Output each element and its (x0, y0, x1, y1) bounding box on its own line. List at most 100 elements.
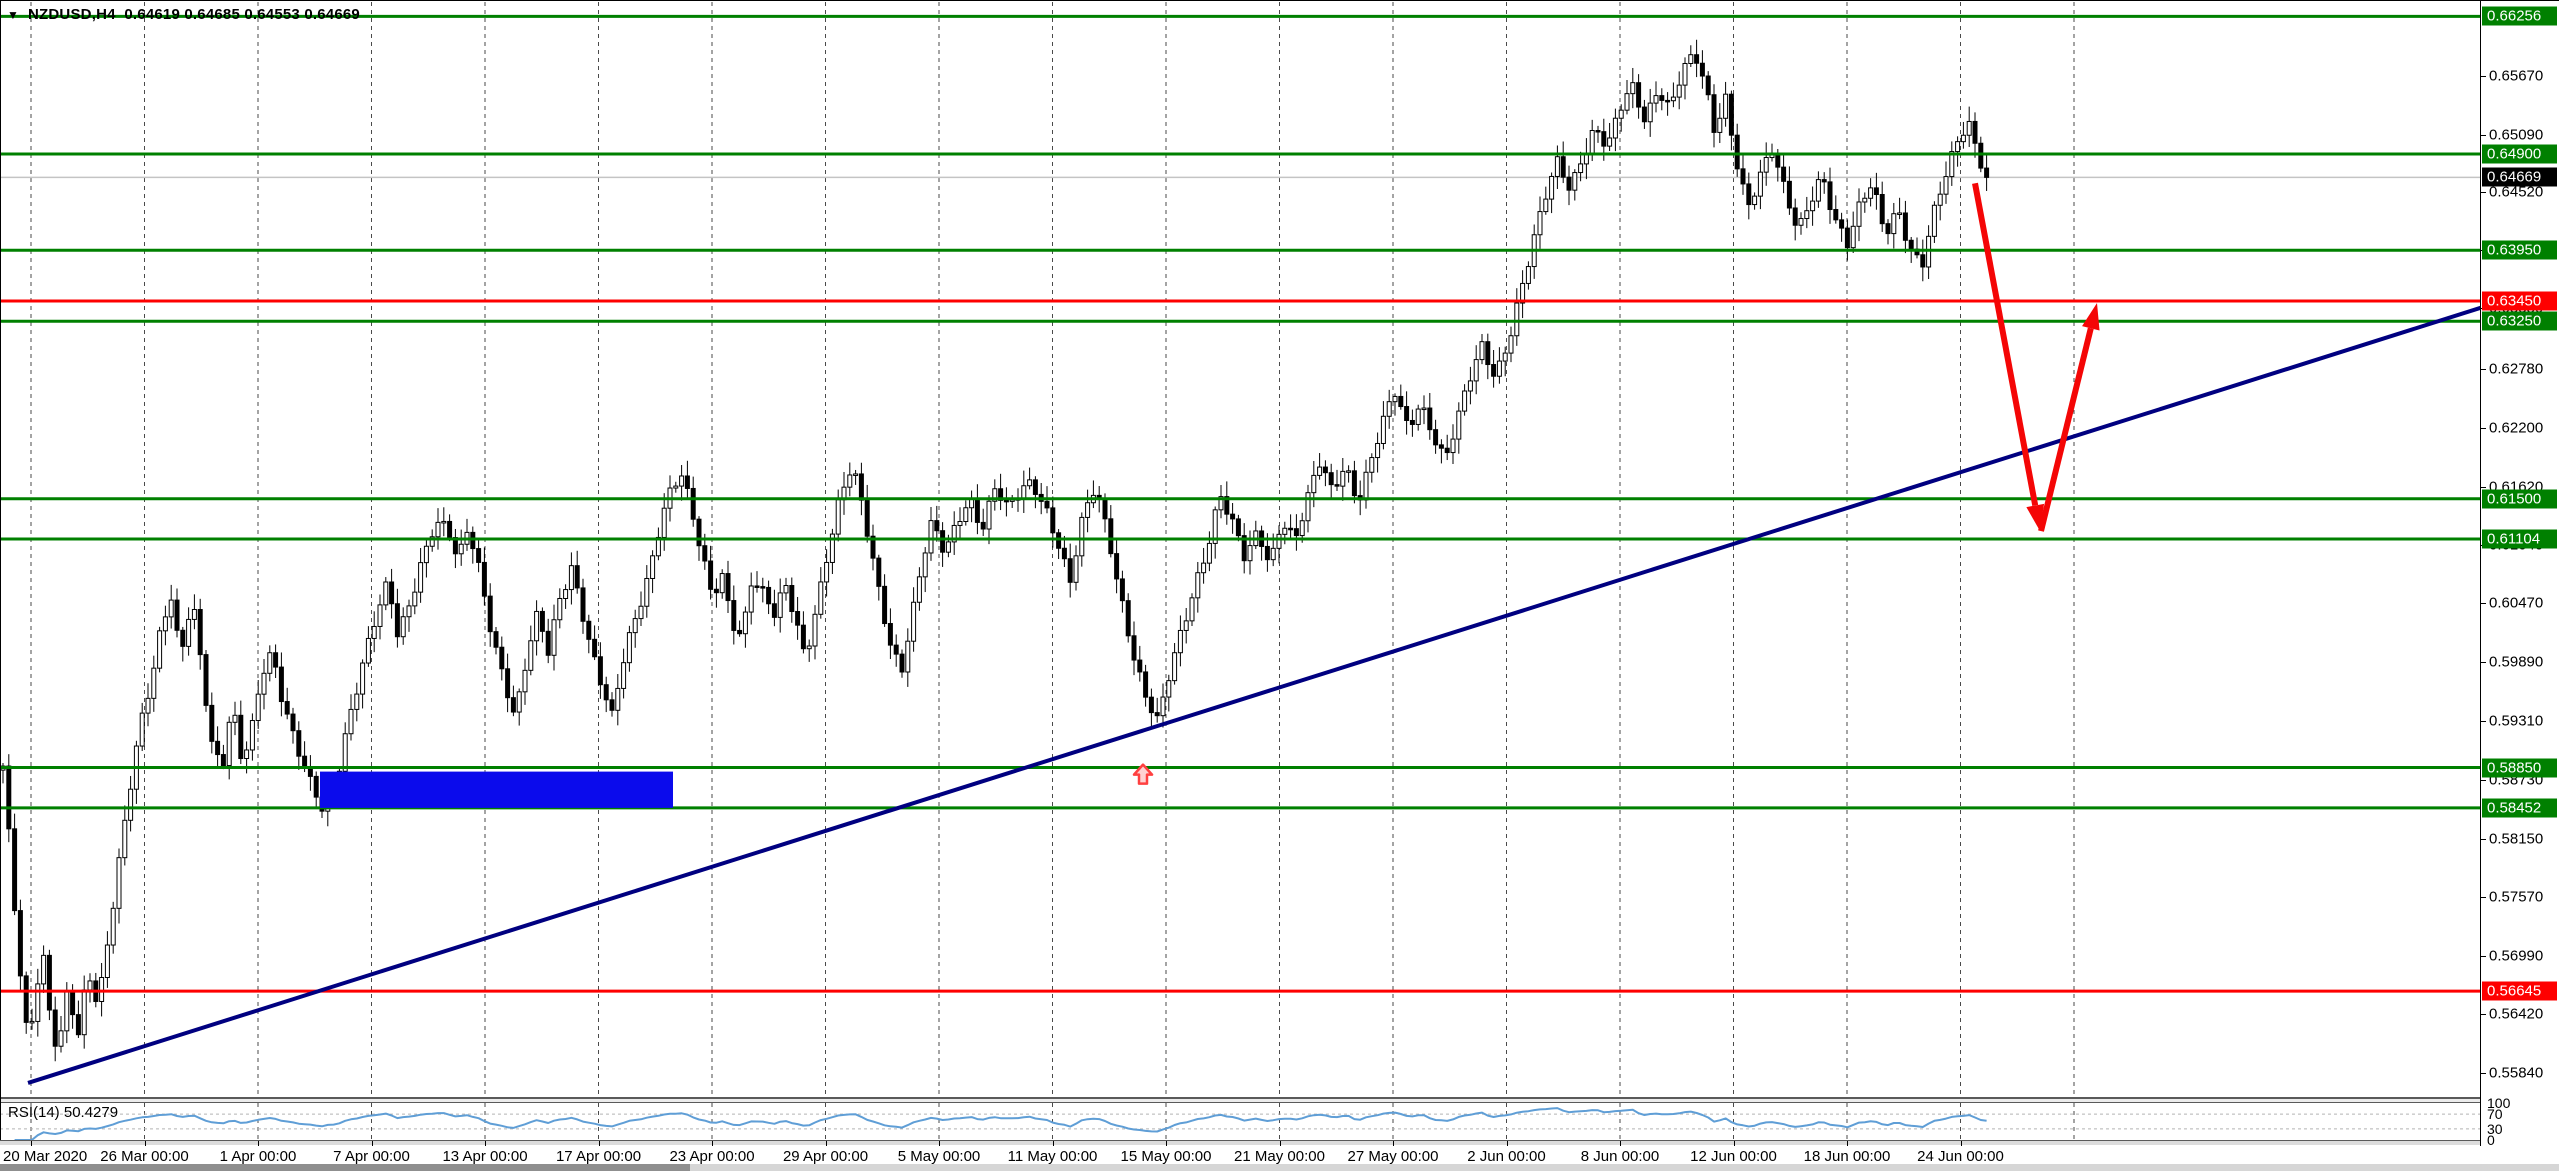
time-tick (1166, 1141, 1167, 1146)
time-label: 12 Jun 00:00 (1690, 1148, 1777, 1165)
price-tick (2480, 486, 2486, 488)
time-tick (712, 1141, 713, 1146)
time-label: 8 Jun 00:00 (1580, 1148, 1660, 1165)
time-label: 5 May 00:00 (897, 1148, 981, 1165)
time-label: 23 Apr 00:00 (669, 1148, 755, 1165)
axis-separator-line (0, 1140, 2559, 1141)
price-axis[interactable]: 0.656700.650900.645200.639500.633800.627… (2480, 0, 2559, 1146)
time-label: 29 Apr 00:00 (782, 1148, 869, 1165)
candlesticks (0, 39, 1990, 1062)
level-price-badge: 0.56645 (2482, 981, 2557, 1001)
price-tick (2480, 368, 2486, 370)
horizontal-scrollbar-thumb[interactable] (0, 1164, 690, 1171)
chart-border-top (0, 0, 2559, 1)
chart-canvas[interactable] (0, 0, 2480, 1146)
up-arrow-marker-icon (1132, 763, 1154, 785)
price-label: 0.55840 (2489, 1064, 2544, 1082)
price-label: 0.58150 (2489, 830, 2544, 848)
time-tick (598, 1141, 600, 1146)
time-tick (1052, 1141, 1054, 1146)
time-tick (371, 1141, 373, 1146)
price-tick (2480, 134, 2486, 136)
time-tick (1733, 1141, 1735, 1146)
level-price-badge: 0.61104 (2482, 529, 2557, 549)
rsi-line (14, 1107, 1987, 1141)
price-label: 0.62780 (2489, 360, 2544, 378)
level-price-badge: 0.63250 (2482, 311, 2557, 331)
time-tick (1620, 1141, 1621, 1146)
price-label: 0.56990 (2489, 947, 2544, 965)
time-label: 7 Apr 00:00 (333, 1148, 410, 1165)
rsi-scale-label: 30 (2487, 1120, 2503, 1137)
price-label: 0.65090 (2489, 126, 2544, 144)
pane-separator[interactable] (0, 1097, 2559, 1099)
chart-title-ohlc: NZDUSD,H4 0.64619 0.64685 0.64553 0.6466… (28, 6, 360, 23)
time-tick (1847, 1141, 1848, 1146)
level-price-badge: 0.63950 (2482, 240, 2557, 260)
time-tick (258, 1141, 259, 1146)
price-tick (2480, 779, 2486, 781)
pane-separator-groove (0, 1099, 2559, 1102)
price-label: 0.57570 (2489, 888, 2544, 906)
price-tick (2480, 603, 2486, 605)
level-price-badge: 0.58452 (2482, 798, 2557, 818)
price-label: 0.59890 (2489, 653, 2544, 671)
supply-zone-rectangle (320, 771, 673, 808)
horizontal-scrollbar-track (0, 1164, 2559, 1171)
current-price-badge: 0.64669 (2482, 167, 2557, 187)
price-label: 0.64520 (2489, 183, 2544, 201)
time-tick (1960, 1141, 1962, 1146)
price-tick (2480, 192, 2486, 194)
price-tick (2480, 427, 2486, 429)
time-label: 2 Jun 00:00 (1467, 1148, 1546, 1165)
price-label: 0.60470 (2489, 594, 2544, 612)
time-tick (939, 1141, 940, 1146)
price-label: 0.62200 (2489, 419, 2544, 437)
level-price-badge: 0.61500 (2482, 489, 2557, 509)
time-label: 13 Apr 00:00 (442, 1148, 528, 1165)
symbol-dropdown-marker-icon: ▼ (7, 8, 19, 22)
level-price-badge: 0.66256 (2482, 6, 2557, 26)
rsi-scale-label: 100 (2487, 1095, 2511, 1111)
time-label: 11 May 00:00 (1007, 1148, 1098, 1165)
price-label: 0.65670 (2489, 67, 2544, 85)
pane-separator-line (0, 1102, 2559, 1103)
time-label: 27 May 00:00 (1347, 1148, 1439, 1165)
price-tick (2480, 956, 2486, 958)
price-label: 0.59310 (2489, 712, 2544, 730)
horizontal-levels (0, 14, 2480, 993)
price-tick (2480, 897, 2486, 899)
time-tick (31, 1141, 32, 1146)
time-tick (144, 1141, 146, 1146)
price-axis-border (2480, 0, 2481, 1146)
level-price-badge: 0.58850 (2482, 758, 2557, 778)
time-tick (825, 1141, 827, 1146)
rsi-scale-label: 0 (2487, 1132, 2495, 1148)
price-label: 0.56420 (2489, 1005, 2544, 1023)
time-label: 24 Jun 00:00 (1917, 1148, 2004, 1165)
time-label: 1 Apr 00:00 (219, 1148, 297, 1165)
time-label: 18 Jun 00:00 (1803, 1148, 1891, 1165)
forecast-arrows (1972, 182, 2100, 532)
time-axis[interactable]: 20 Mar 2020 26 Mar 00:00 1 Apr 00:00 7 Apr … (0, 1141, 2559, 1165)
time-label: 17 Apr 00:00 (555, 1148, 642, 1165)
time-label: 26 Mar 00:00 (100, 1148, 189, 1165)
price-tick (2480, 662, 2486, 664)
time-tick (1393, 1141, 1394, 1146)
price-tick (2480, 1072, 2486, 1074)
time-label: 21 May 00:00 (1234, 1148, 1325, 1165)
rsi-indicator-label: RSI(14) 50.4279 (8, 1104, 119, 1121)
chart-border-left (0, 0, 1, 1140)
time-tick (1506, 1141, 1508, 1146)
vertical-gridlines (30, 2, 2075, 1140)
time-tick (485, 1141, 486, 1146)
level-price-badge: 0.64900 (2482, 144, 2557, 164)
price-tick (2480, 720, 2486, 722)
time-label: 15 May 00:00 (1120, 1148, 1212, 1165)
ascending-trendline (27, 305, 2480, 1085)
price-tick (2480, 838, 2486, 840)
rsi-scale-label: 70 (2487, 1106, 2503, 1123)
rsi-pane (0, 1107, 2480, 1141)
price-tick (2480, 1013, 2486, 1015)
